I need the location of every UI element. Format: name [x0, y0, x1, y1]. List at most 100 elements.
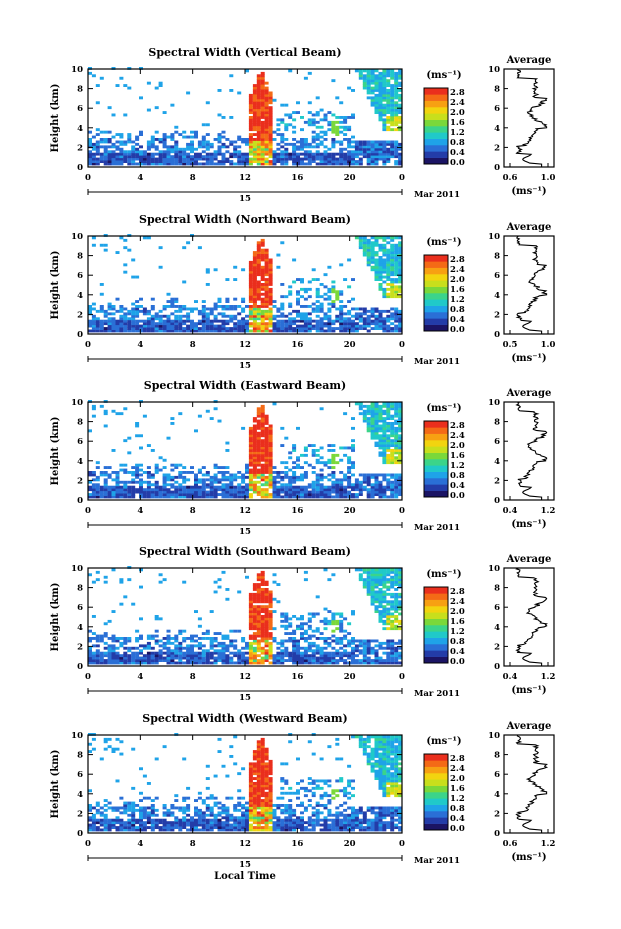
heatmap-cell [260, 123, 265, 127]
heatmap-cell [252, 263, 257, 267]
heatmap-cell [225, 449, 230, 452]
heatmap-cell [374, 651, 379, 655]
heatmap-cell [248, 600, 253, 604]
heatmap-cell [142, 826, 147, 829]
heatmap-cell [374, 93, 379, 97]
heatmap-cell [217, 632, 222, 635]
heatmap-cell [386, 422, 391, 425]
heatmap-cell [178, 307, 183, 311]
heatmap-cell [264, 624, 269, 628]
heatmap-cell [95, 319, 100, 323]
heatmap-cell [366, 74, 371, 78]
heatmap-cell [300, 324, 304, 328]
heatmap-cell [264, 91, 269, 95]
colorbar: (ms⁻¹)2.82.42.01.61.20.80.40.0 [423, 569, 465, 667]
heatmap-cell [170, 468, 175, 472]
heatmap-cell [284, 475, 289, 479]
heatmap-cell [197, 661, 202, 665]
heatmap-cell [398, 488, 403, 492]
x-tick-label: 0 [399, 340, 405, 350]
heatmap-cell [390, 91, 395, 95]
heatmap-cell [292, 258, 297, 262]
heatmap-cell [358, 319, 363, 323]
heatmap-cell [252, 283, 257, 286]
heatmap-cell [162, 305, 167, 308]
heatmap-cell [378, 588, 383, 591]
heatmap-cell [386, 407, 391, 411]
heatmap-cell [390, 434, 395, 438]
y-tick-label: 4 [77, 457, 83, 467]
heatmap-cell [296, 617, 300, 621]
heatmap-cell [370, 241, 375, 245]
heatmap-cell [323, 463, 328, 467]
heatmap-cell [88, 157, 92, 161]
heatmap-cell [296, 659, 300, 662]
heatmap-cell [351, 661, 355, 665]
heatmap-cell [276, 118, 281, 122]
heatmap-cell [221, 327, 226, 330]
heatmap-cell [229, 641, 234, 645]
heatmap-cell [174, 145, 179, 149]
heatmap-cell [256, 314, 261, 318]
heatmap-cell [166, 637, 171, 640]
heatmap-cell [154, 654, 159, 658]
heatmap-cell [115, 779, 120, 783]
heatmap-cell [272, 493, 277, 496]
heatmap-cell [354, 317, 359, 321]
heatmap-cell [296, 649, 300, 653]
heatmap-cell [256, 414, 261, 418]
heatmap-cell [362, 414, 367, 418]
heatmap-cell [319, 493, 324, 496]
heatmap-cell [331, 461, 336, 465]
heatmap-cell [327, 466, 332, 469]
heatmap-cell [119, 150, 124, 154]
heatmap-cell [131, 656, 136, 660]
heatmap-cell [382, 120, 387, 124]
heatmap-cell [288, 290, 293, 294]
heatmap-cell [378, 590, 383, 594]
heatmap-cell [331, 629, 336, 633]
heatmap-cell [280, 639, 285, 643]
heatmap-cell [150, 495, 155, 499]
heatmap-cell [374, 79, 379, 83]
heatmap-cell [398, 402, 403, 406]
heatmap-cell [241, 646, 246, 650]
heatmap-cell [303, 578, 308, 582]
heatmap-cell [394, 588, 399, 591]
heatmap-cell [225, 471, 230, 474]
heatmap-cell [123, 659, 128, 662]
heatmap-cell [142, 495, 147, 499]
heatmap-cell [252, 309, 257, 313]
heatmap-cell [296, 646, 300, 650]
heatmap-cell [315, 453, 320, 457]
heatmap-cell [170, 475, 175, 479]
heatmap-cell [260, 463, 265, 467]
heatmap-cell [178, 322, 183, 326]
colorbar-unit: (ms⁻¹) [426, 403, 461, 414]
heatmap-cell [252, 456, 257, 460]
heatmap-cell [307, 157, 312, 161]
heatmap-cell [362, 570, 367, 574]
heatmap-cell [390, 317, 395, 321]
heatmap-cell [248, 285, 253, 289]
heatmap-cell [182, 135, 187, 139]
heatmap-cell [398, 322, 403, 326]
heatmap-cell [91, 404, 96, 408]
heatmap-cell [362, 661, 367, 665]
heatmap-cell [366, 644, 371, 648]
heatmap-cell [288, 69, 293, 73]
heatmap-cell [158, 456, 163, 460]
heatmap-cell [284, 615, 289, 618]
heatmap-cell [386, 592, 391, 596]
heatmap-cell [154, 796, 159, 800]
heatmap-cell [378, 74, 383, 78]
heatmap-cell [197, 471, 202, 474]
heatmap-cell [268, 120, 273, 124]
heatmap-cell [315, 324, 320, 328]
heatmap-cell [213, 302, 218, 306]
heatmap-cell [252, 280, 257, 284]
heatmap-cell [201, 466, 206, 469]
colorbar-tick-label: 2.8 [450, 255, 465, 265]
heatmap-cell [150, 145, 155, 149]
heatmap-cell [386, 273, 391, 277]
